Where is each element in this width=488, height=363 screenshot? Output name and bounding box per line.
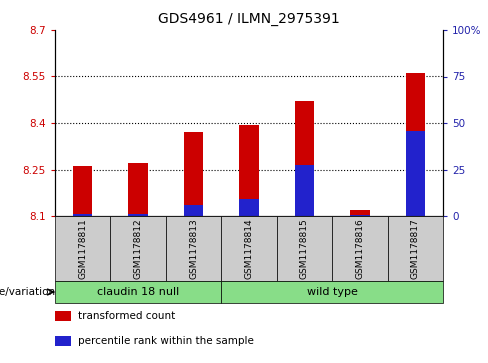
Bar [295,101,314,216]
Text: GSM1178816: GSM1178816 [355,218,365,279]
Bar [387,216,443,281]
Bar [277,216,332,281]
Text: wild type: wild type [306,287,358,297]
Bar [221,281,443,303]
Bar [184,205,203,216]
Text: claudin 18 null: claudin 18 null [97,287,179,297]
Text: GSM1178812: GSM1178812 [134,218,142,279]
Bar [55,311,71,321]
Bar [350,215,369,216]
Text: genotype/variation: genotype/variation [0,287,55,297]
Bar [55,336,71,346]
Bar [128,213,148,216]
Bar [239,199,259,216]
Bar [55,281,221,303]
Bar [406,131,425,216]
Text: percentile rank within the sample: percentile rank within the sample [78,336,254,346]
Bar [110,216,166,281]
Bar [221,216,277,281]
Bar [406,73,425,216]
Text: GSM1178814: GSM1178814 [244,218,253,279]
Text: transformed count: transformed count [78,311,176,321]
Bar [128,163,148,216]
Bar [239,125,259,216]
Bar [55,216,110,281]
Title: GDS4961 / ILMN_2975391: GDS4961 / ILMN_2975391 [158,12,340,26]
Text: GSM1178817: GSM1178817 [411,218,420,279]
Text: GSM1178813: GSM1178813 [189,218,198,279]
Bar [166,216,221,281]
Bar [73,215,92,216]
Bar [184,132,203,216]
Bar [350,210,369,216]
Bar [332,216,387,281]
Text: GSM1178811: GSM1178811 [78,218,87,279]
Bar [295,165,314,216]
Bar [73,166,92,216]
Text: GSM1178815: GSM1178815 [300,218,309,279]
